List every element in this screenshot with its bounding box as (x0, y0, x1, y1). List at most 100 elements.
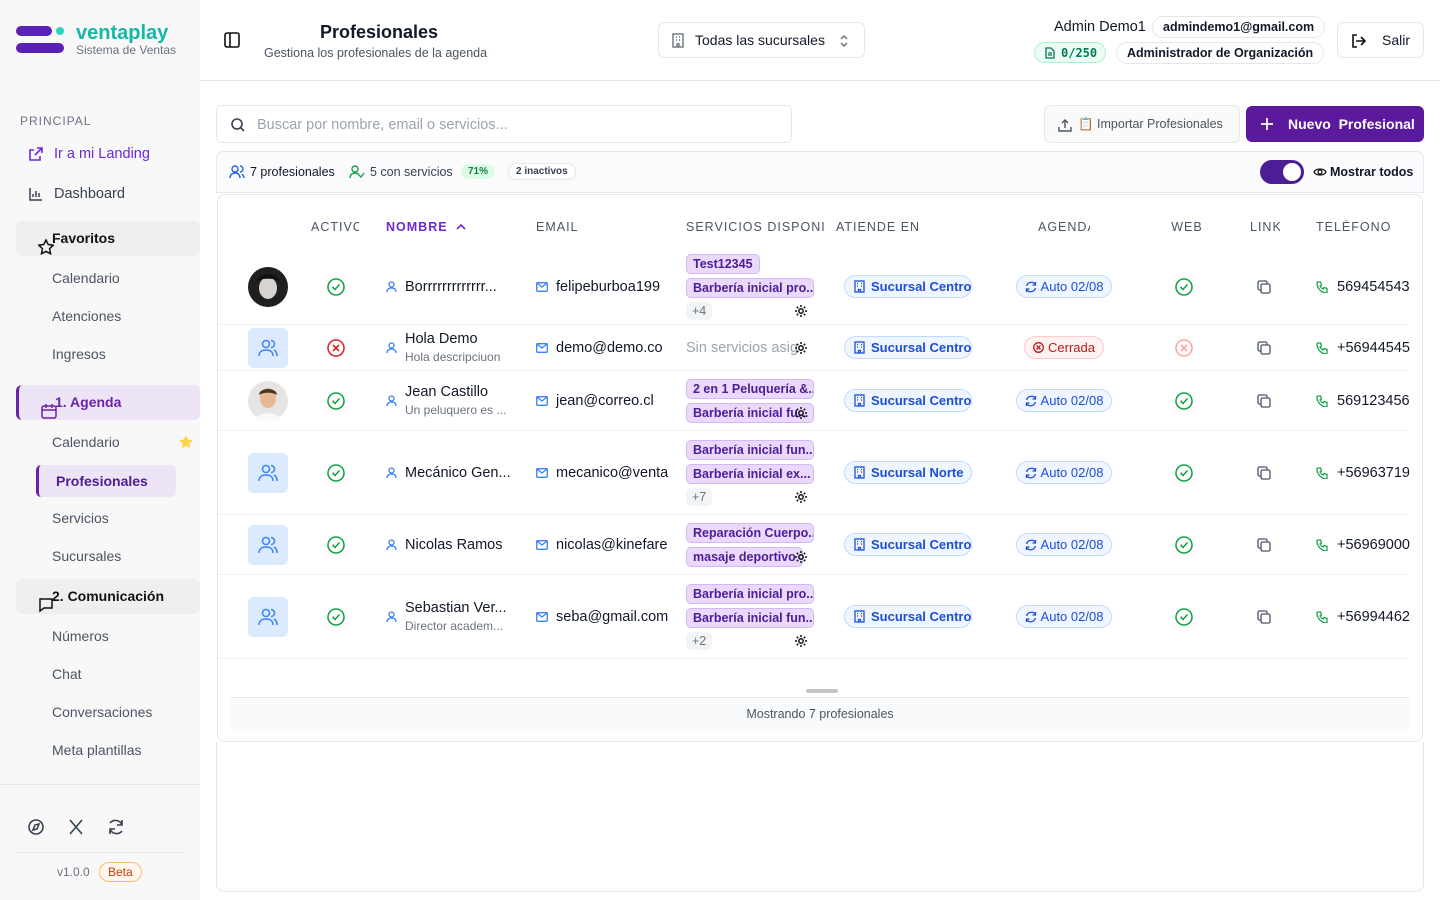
icon-shape (386, 347, 397, 353)
name-block: Mecánico Gen... (405, 465, 511, 481)
icon-shape (1257, 279, 1268, 291)
icon-shape (795, 635, 807, 647)
service-chip: Barbería inicial pro... (686, 583, 814, 604)
icon (794, 490, 808, 504)
icon-shape (1313, 168, 1327, 176)
nav-item[interactable]: Calendario (52, 434, 120, 450)
icon-shape (536, 611, 548, 622)
icon-shape (327, 463, 345, 482)
icon-shape (327, 535, 345, 554)
agenda: Auto 02/08 (1040, 465, 1104, 480)
icon-shape (1316, 394, 1328, 407)
icon-shape (388, 466, 395, 474)
icon-shape (1025, 611, 1036, 622)
nav-item[interactable]: Calendario (52, 270, 120, 286)
cell-web (1136, 515, 1232, 574)
icon-shape (536, 342, 548, 353)
icon-shape (854, 610, 865, 623)
icon-shape (1352, 34, 1367, 48)
icon-shape (42, 404, 56, 411)
icon-shape (1048, 52, 1052, 56)
agenda: Cerrada (1048, 340, 1095, 355)
new-button[interactable]: Nuevo Profesional (1246, 106, 1424, 142)
nav-group-label: Favoritos (52, 230, 116, 246)
icon-shape (31, 822, 41, 832)
column-header: TELÉFONO (1316, 220, 1392, 234)
nav-group[interactable]: Favoritos (16, 221, 200, 256)
nav-group[interactable]: 1. Agenda (16, 385, 200, 420)
name-block: Hola Demo Hola descripciuon (405, 331, 500, 364)
toggle-label: Mostrar todos (1330, 165, 1414, 179)
cell-serv: 2 en 1 Peluquería &... Barbería inicial f… (686, 371, 814, 430)
cell-serv: Reparación Cuerpo... masaje deportivo (686, 515, 814, 574)
icon (386, 341, 397, 354)
icon-shape (795, 305, 807, 317)
icon-shape (1260, 612, 1271, 624)
cell-ph: +56963719 (1316, 431, 1412, 514)
icon-shape (1175, 535, 1193, 554)
icon-shape (536, 611, 548, 618)
phone: 569123456 (1337, 392, 1410, 409)
branch-selector[interactable]: Todas las sucursales (658, 22, 865, 58)
nav-item[interactable]: Números (52, 628, 109, 644)
nav-link[interactable]: Ir a mi Landing (28, 146, 150, 162)
icon (536, 467, 548, 478)
icon-shape (16, 26, 52, 36)
agenda: Auto 02/08 (1040, 393, 1104, 408)
icon-shape (854, 538, 865, 551)
icon-shape (1025, 539, 1036, 550)
icon-shape (1257, 393, 1271, 408)
icon-shape (386, 394, 397, 406)
nav-group[interactable]: 2. Comunicación (16, 579, 200, 614)
nav-link[interactable]: Dashboard (28, 186, 125, 202)
icon-shape (1316, 341, 1328, 354)
nav-group-label: 2. Comunicación (52, 588, 165, 604)
agenda: Auto 02/08 (1040, 609, 1104, 624)
icon-shape (795, 551, 807, 563)
column-header: EMAIL (536, 220, 579, 234)
icon (1175, 535, 1193, 554)
nav-item[interactable]: Meta plantillas (52, 742, 142, 758)
icon-shape (1316, 538, 1328, 551)
column-header[interactable]: NOMBRE (386, 220, 466, 234)
icon-shape (1175, 607, 1193, 626)
icon (1175, 463, 1193, 482)
import-button[interactable]: 📋 Importar Profesionales (1044, 105, 1240, 143)
icon-shape (536, 467, 548, 478)
sidebar-toggle[interactable] (224, 32, 240, 48)
icon-shape (857, 282, 862, 292)
nav-link-label: Ir a mi Landing (54, 146, 150, 162)
icon (248, 327, 288, 368)
nav-item[interactable]: Sucursales (52, 548, 122, 564)
description: Director academ... (405, 619, 504, 633)
icon-shape (857, 468, 862, 478)
icon-shape (854, 280, 865, 293)
toggle[interactable] (1260, 160, 1304, 184)
icon-shape (857, 540, 862, 550)
icon-shape (386, 616, 397, 622)
icon-shape (1257, 465, 1271, 480)
icon-shape (109, 819, 123, 835)
icon-shape (536, 342, 548, 353)
nav-item[interactable]: Conversaciones (52, 704, 153, 720)
cell-ag: Auto 02/08 (1008, 431, 1120, 514)
icon-shape (795, 491, 807, 503)
logout-button[interactable]: Salir (1337, 22, 1424, 58)
phone: +56994462 (1337, 608, 1410, 625)
nav-item[interactable]: Chat (52, 666, 82, 682)
branch-pill: Sucursal Centro (844, 275, 972, 298)
nav-item[interactable]: Servicios (52, 510, 109, 526)
icon-shape (349, 172, 365, 179)
icon-shape (795, 407, 807, 419)
icon-shape (388, 341, 395, 349)
cell-link (1224, 325, 1304, 370)
nav-item[interactable]: Atenciones (52, 308, 122, 324)
services-note: Sin servicios asig (686, 339, 799, 356)
icon-shape (331, 613, 341, 621)
nav-item[interactable]: Ingresos (52, 346, 106, 362)
icon (1045, 47, 1055, 59)
nav-item-active[interactable]: Profesionales (36, 465, 176, 497)
search-input[interactable]: Buscar por nombre, email o servicios... (216, 105, 792, 143)
icon-shape (536, 395, 548, 406)
icon-shape (795, 551, 807, 563)
